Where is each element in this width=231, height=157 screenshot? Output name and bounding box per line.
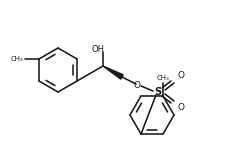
Text: CH₃: CH₃ xyxy=(157,75,169,81)
Polygon shape xyxy=(103,66,123,79)
Text: S: S xyxy=(155,87,161,97)
Text: O: O xyxy=(177,71,184,81)
Text: CH₃: CH₃ xyxy=(10,56,23,62)
Text: OH: OH xyxy=(91,45,104,54)
Text: O: O xyxy=(177,103,184,113)
Text: O: O xyxy=(134,81,140,89)
